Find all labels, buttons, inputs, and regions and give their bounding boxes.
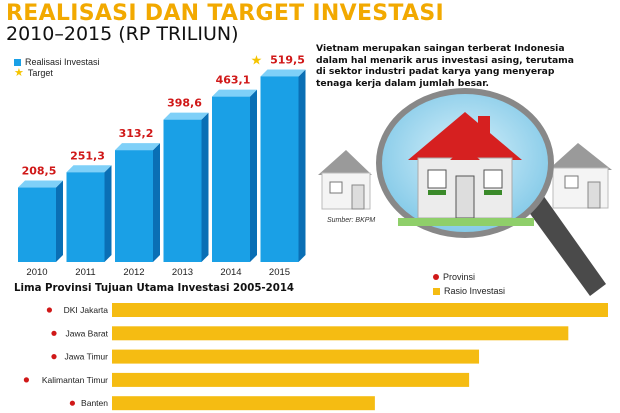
bar-top xyxy=(115,143,160,151)
year-label: 2014 xyxy=(220,267,241,278)
bar-top xyxy=(212,89,257,97)
bar-front xyxy=(260,76,299,262)
province-label: Jawa Barat xyxy=(65,328,108,338)
dot-icon xyxy=(69,400,75,406)
bar-front xyxy=(115,150,153,262)
province-label: Jawa Timur xyxy=(65,352,109,362)
province-label: Banten xyxy=(81,398,108,408)
source-note: Sumber: BKPM xyxy=(327,217,376,224)
legend-realisasi: Realisasi Investasi xyxy=(14,57,100,67)
bar-top xyxy=(163,112,209,120)
province-bar xyxy=(112,326,569,341)
section-title: Lima Provinsi Tujuan Utama Investasi 200… xyxy=(14,283,294,294)
bar-front xyxy=(163,119,202,263)
star-icon: ★ xyxy=(251,52,263,67)
legend-rasio: Rasio Investasi xyxy=(433,286,505,296)
province-label: Kalimantan Timur xyxy=(42,375,108,385)
dot-icon xyxy=(46,307,53,313)
bar-side xyxy=(56,180,63,262)
year-label: 2010 xyxy=(26,267,47,278)
star-icon: ★ xyxy=(14,66,24,79)
value-label: 398,6 xyxy=(167,97,202,110)
year-label: 2012 xyxy=(123,267,144,278)
year-label: 2011 xyxy=(75,267,95,278)
bar-2011 xyxy=(66,165,112,262)
bar-2013 xyxy=(163,112,209,263)
bar-top xyxy=(18,180,63,188)
year-label: 2015 xyxy=(269,267,290,278)
province-bar xyxy=(112,372,470,387)
bar-front xyxy=(212,96,250,262)
bar-top xyxy=(66,165,112,173)
legend-provinsi: Provinsi xyxy=(433,272,475,282)
legend-target: ★ Target xyxy=(14,66,53,79)
province-bar xyxy=(112,396,375,411)
dot-icon xyxy=(51,330,57,336)
square-icon xyxy=(14,58,21,66)
province-label: DKI Jakarta xyxy=(64,305,109,315)
bar-side xyxy=(104,165,112,262)
dot-icon xyxy=(23,377,29,383)
bar-side xyxy=(298,69,306,262)
province-bar xyxy=(112,303,608,317)
bar-2015 xyxy=(260,69,306,262)
chart-subtitle: 2010–2015 (RP TRILIUN) xyxy=(6,23,239,45)
dot-icon xyxy=(51,354,57,360)
bar-side xyxy=(201,112,209,263)
dot-icon xyxy=(433,274,439,280)
bar-side xyxy=(153,143,160,262)
value-label: 251,3 xyxy=(70,149,105,162)
info-note: Vietnam merupakan saingan terberat Indon… xyxy=(316,43,574,89)
bar-2012 xyxy=(115,143,160,262)
chart-title: REALISASI DAN TARGET INVESTASI xyxy=(6,1,444,26)
square-icon xyxy=(433,287,440,295)
bar-2010 xyxy=(18,180,63,262)
bar-front xyxy=(66,172,105,262)
bar-2014 xyxy=(212,89,257,262)
bar-side xyxy=(250,89,257,262)
province-bar xyxy=(112,349,480,364)
value-label: 313,2 xyxy=(119,127,154,140)
value-label: 463,1 xyxy=(216,74,251,87)
bar-front xyxy=(18,187,56,262)
bar-top xyxy=(260,69,306,77)
year-label: 2013 xyxy=(172,267,193,278)
value-label: 208,5 xyxy=(22,165,57,178)
value-label: 519,5 xyxy=(270,53,305,66)
